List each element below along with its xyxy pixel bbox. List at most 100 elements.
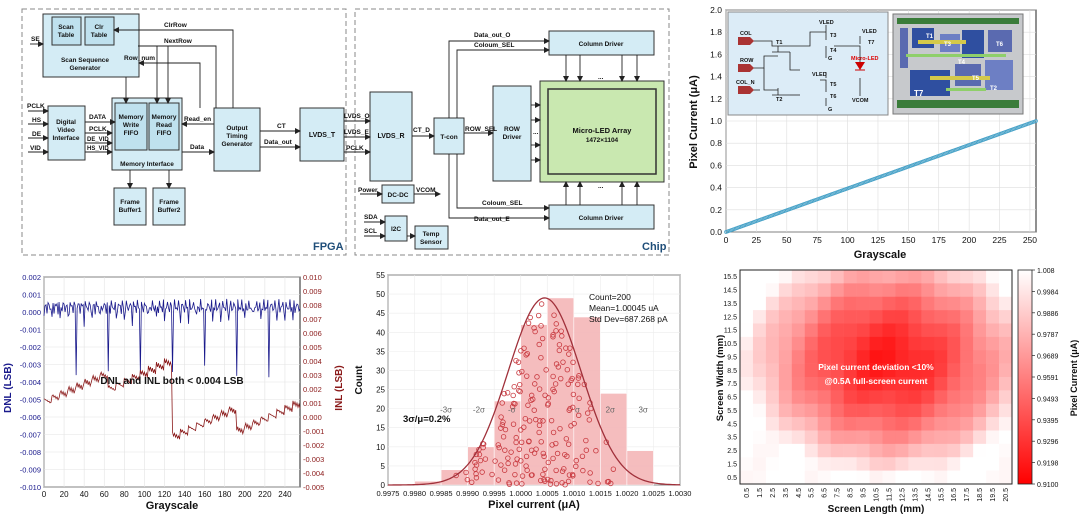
- hist-point: [476, 451, 483, 458]
- clr-table-block: [84, 16, 115, 46]
- hist-point: [473, 475, 480, 481]
- hist-point: [526, 438, 532, 444]
- dvi-line1: Digital: [56, 119, 76, 126]
- heat-y-tick-label: 13.5: [723, 301, 737, 308]
- heatmap-cell: [804, 350, 819, 364]
- heatmap-cell: [869, 470, 883, 485]
- hist-point: [536, 386, 543, 392]
- heat-x-tick-label: 6.5: [822, 488, 829, 498]
- hist-point: [500, 434, 507, 440]
- hist-point: [519, 473, 526, 479]
- hist-y-label: Count: [354, 365, 365, 395]
- hist-point: [593, 448, 599, 454]
- heatmap-cell: [960, 363, 974, 378]
- heatmap-cell: [830, 417, 844, 431]
- hist-point: [565, 478, 572, 485]
- heatmap-cell: [740, 443, 754, 458]
- heatmap-cell: [947, 270, 961, 284]
- hist-x-tick-label: 1.0030: [669, 489, 692, 498]
- pc-y-tick-label: 1.2: [710, 94, 722, 104]
- heatmap-cell: [895, 336, 909, 351]
- heatmap-cell: [986, 390, 1000, 405]
- heatmap-cell: [895, 470, 909, 485]
- heatmap-cell: [973, 363, 987, 378]
- heatmap-cell: [765, 310, 780, 324]
- hist-point: [498, 462, 504, 468]
- signal-coloum-sel-top: Coloum_SEL: [474, 42, 514, 49]
- mem-read-line1: Memory: [152, 114, 177, 121]
- heat-x-tick-label: 9.5: [861, 488, 868, 498]
- heatmap-cell: [921, 323, 935, 338]
- heatmap-cell: [960, 350, 974, 364]
- fpga-panel: FPGA Scan Table Clr Table Scan Sequence …: [21, 8, 347, 256]
- heatmap-cell: [765, 430, 780, 445]
- signal-data-out: Data_out: [264, 139, 293, 146]
- heatmap-cell: [908, 377, 922, 391]
- heatmap-cell: [856, 430, 870, 445]
- hist-point: [583, 447, 590, 453]
- circuit-t2: T2: [776, 97, 782, 103]
- heatmap-cells: [740, 270, 1013, 485]
- dvi-line3: Interface: [52, 135, 79, 142]
- hist-x-tick-label: 1.0020: [615, 489, 638, 498]
- heatmap-cell: [830, 363, 844, 378]
- heatmap-cell: [947, 336, 961, 351]
- dnl-x-tick-label: 140: [178, 490, 192, 499]
- hist-point: [453, 472, 459, 479]
- dnl-y-tick-label: -0.006: [20, 413, 41, 422]
- signal-vcom: VCOM: [416, 187, 436, 194]
- heatmap-cell: [986, 283, 1000, 298]
- hist-point: [536, 422, 543, 429]
- heat-y-tick-label: 10.5: [723, 341, 737, 348]
- heatmap-cell: [830, 403, 844, 418]
- hist-point: [495, 442, 501, 448]
- heatmap-cell: [921, 310, 935, 324]
- heatmap-cell: [791, 350, 806, 364]
- fb1-line1: Frame: [120, 199, 140, 206]
- hist-point: [587, 479, 593, 485]
- heatmap-cell: [947, 363, 961, 378]
- heatmap-cell: [778, 457, 793, 471]
- heat-x-tick-label: 14.5: [925, 488, 932, 502]
- hist-point: [534, 374, 540, 380]
- hist-point: [550, 334, 556, 340]
- heatmap-cell: [882, 417, 896, 431]
- heatmap-cell: [869, 323, 883, 338]
- heatmap-cell: [843, 363, 857, 378]
- heatmap-cell: [973, 403, 987, 418]
- heatmap-cell: [791, 323, 806, 338]
- heatmap-cell: [856, 470, 870, 485]
- heatmap-cell: [791, 270, 806, 284]
- heatmap-cell: [895, 270, 909, 284]
- heat-y-tick-label: 7.5: [727, 381, 737, 388]
- otg-line2: Timing: [226, 133, 247, 140]
- hist-point: [539, 335, 546, 342]
- hist-point: [519, 368, 525, 375]
- hist-x-tick-label: 1.0000: [509, 489, 532, 498]
- hist-point: [501, 390, 507, 397]
- inl-y-tick-label: 0.010: [303, 273, 322, 282]
- scan-table-line2: Table: [58, 32, 75, 39]
- otg-line3: Generator: [221, 141, 253, 148]
- hist-point: [550, 373, 556, 380]
- hist-x-tick-label: 0.9980: [403, 489, 426, 498]
- heatmap-cell: [843, 336, 857, 351]
- mem-read-line2: Read: [156, 122, 172, 129]
- heat-y-tick-label: 11.5: [724, 328, 737, 335]
- heatmap-cell: [934, 363, 948, 378]
- heatmap-cell: [869, 283, 883, 298]
- heatmap-cell: [843, 310, 857, 324]
- dnl-y-tick-label: -0.007: [20, 431, 41, 440]
- heatmap-cell: [973, 350, 987, 364]
- dnl-line: [43, 298, 301, 378]
- heatmap-cell: [778, 363, 793, 378]
- layout-t4: T4: [958, 60, 966, 66]
- signal-scl: SCL: [364, 228, 377, 235]
- heat-x-tick-label: 1.5: [757, 488, 764, 498]
- hist-point: [518, 427, 524, 433]
- heatmap-cell: [765, 323, 780, 338]
- hist-point: [525, 402, 531, 408]
- dnl-x-ticks: 0 20 40 60 80 100 120 140 160 180 200 220 240: [42, 490, 292, 499]
- inl-y-tick-label: 0.003: [303, 371, 322, 380]
- heatmap-cell: [752, 417, 767, 431]
